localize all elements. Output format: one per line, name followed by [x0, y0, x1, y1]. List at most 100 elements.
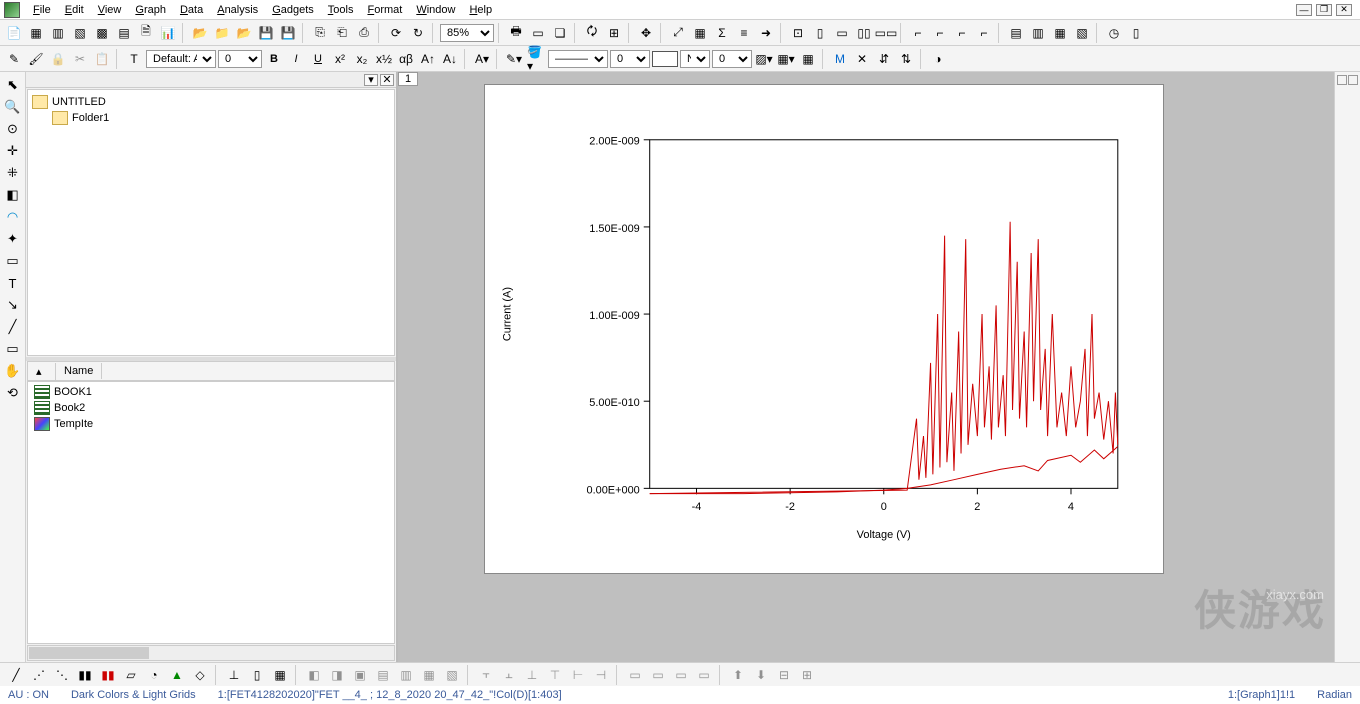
menu-view[interactable]: View — [91, 2, 129, 18]
mask-1-icon[interactable]: ◧ — [304, 665, 324, 685]
axis-log-icon[interactable]: ⌐ — [930, 23, 950, 43]
area-plot-icon[interactable]: ▱ — [121, 665, 141, 685]
new-notes-icon[interactable]: 🗎 — [136, 23, 156, 43]
grid-1-icon[interactable]: ▤ — [1006, 23, 1026, 43]
close-button[interactable]: ✕ — [1336, 4, 1352, 16]
menu-analysis[interactable]: Analysis — [210, 2, 265, 18]
roi-tool-icon[interactable]: ▭ — [4, 252, 22, 270]
hatch-1-icon[interactable]: ▨▾ — [754, 49, 774, 69]
align-3-icon[interactable]: ⊥ — [522, 665, 542, 685]
template-icon[interactable]: ▦ — [270, 665, 290, 685]
font-select[interactable]: Default: A — [146, 50, 216, 68]
list-item[interactable]: TempIte — [30, 416, 392, 432]
ungroup-icon[interactable]: ⊟ — [774, 665, 794, 685]
row-stats-icon[interactable]: ≡ — [734, 23, 754, 43]
grid-4-icon[interactable]: ▧ — [1072, 23, 1092, 43]
text-tool-icon[interactable]: T — [4, 274, 22, 292]
greek-button[interactable]: αβ — [396, 49, 416, 69]
import-single-icon[interactable]: ⎗ — [332, 23, 352, 43]
new-layout-icon[interactable]: ▤ — [114, 23, 134, 43]
region-tool-icon[interactable]: ◠ — [4, 208, 22, 226]
font-color-button[interactable]: A▾ — [472, 49, 492, 69]
pan-tool-icon[interactable]: ✋ — [4, 362, 22, 380]
group-2-icon[interactable]: ▭ — [648, 665, 668, 685]
col-sort[interactable]: ▴ — [28, 363, 56, 380]
axis-top-icon[interactable]: ⌐ — [952, 23, 972, 43]
layer-tab[interactable]: 1 — [398, 72, 418, 86]
column-plot-icon[interactable]: ▮▮ — [75, 665, 95, 685]
menu-window[interactable]: Window — [409, 2, 462, 18]
import-wizard-icon[interactable]: ⎘ — [310, 23, 330, 43]
front-icon[interactable]: ⬆ — [728, 665, 748, 685]
h-scrollbar[interactable] — [27, 645, 395, 661]
new-excel-icon[interactable]: ▥ — [48, 23, 68, 43]
new-workbook-icon[interactable]: ▦ — [26, 23, 46, 43]
reader-tool-icon[interactable]: ⊙ — [4, 120, 22, 138]
graph-page[interactable]: 0.00E+0005.00E-0101.00E-0091.50E-0092.00… — [484, 84, 1164, 574]
new-graph-icon[interactable]: ▧ — [70, 23, 90, 43]
scatter-plot-icon[interactable]: ⋰ — [29, 665, 49, 685]
mask-6-icon[interactable]: ▦ — [419, 665, 439, 685]
col-name[interactable]: Name — [56, 363, 102, 379]
bold-button[interactable]: B — [264, 49, 284, 69]
back-icon[interactable]: ⬇ — [751, 665, 771, 685]
pane-pin-icon[interactable]: ▾ — [364, 74, 378, 86]
grid-2-icon[interactable]: ▥ — [1028, 23, 1048, 43]
arrange-1-icon[interactable]: ⇵ — [874, 49, 894, 69]
layout-1-icon[interactable]: ▯ — [810, 23, 830, 43]
menu-graph[interactable]: Graph — [128, 2, 173, 18]
layout-3-icon[interactable]: ▯▯ — [854, 23, 874, 43]
project-list[interactable]: BOOK1Book2TempIte — [27, 381, 395, 644]
digitize-icon[interactable]: ✥ — [636, 23, 656, 43]
pointer-icon[interactable]: ✎ — [4, 49, 24, 69]
menu-file[interactable]: File — [26, 2, 58, 18]
stock-icon[interactable]: ⊥ — [224, 665, 244, 685]
menu-edit[interactable]: Edit — [58, 2, 91, 18]
align-6-icon[interactable]: ⊣ — [591, 665, 611, 685]
align-4-icon[interactable]: ⊤ — [545, 665, 565, 685]
subscript-button[interactable]: x₂ — [352, 49, 372, 69]
tree-folder[interactable]: Folder1 — [32, 110, 390, 126]
line-width-select[interactable]: 0 — [610, 50, 650, 68]
mask-3-icon[interactable]: ▣ — [350, 665, 370, 685]
group-1-icon[interactable]: ▭ — [625, 665, 645, 685]
screen-reader-icon[interactable]: ⊡ — [788, 23, 808, 43]
fill-color-button[interactable]: 🪣▾ — [526, 49, 546, 69]
font-size-select[interactable]: 0 — [218, 50, 262, 68]
arrange-2-icon[interactable]: ⇅ — [896, 49, 916, 69]
underline-button[interactable]: U — [308, 49, 328, 69]
bar-plot-icon[interactable]: ▮▮ — [98, 665, 118, 685]
transfer-icon[interactable]: ➜ — [756, 23, 776, 43]
window-duplicate-icon[interactable]: ▦ — [690, 23, 710, 43]
superscript-button[interactable]: x² — [330, 49, 350, 69]
minimize-button[interactable]: — — [1296, 4, 1312, 16]
antialias-icon[interactable]: ◑ — [928, 49, 948, 69]
zoom-select[interactable]: 85% — [440, 24, 494, 42]
line-plot-icon[interactable]: ╱ — [6, 665, 26, 685]
print-icon[interactable]: 🖶 — [506, 23, 526, 43]
recalc-icon[interactable]: ↻ — [408, 23, 428, 43]
draw-data-icon[interactable]: ✦ — [4, 230, 22, 248]
rescale-icon[interactable]: ⤢ — [668, 23, 688, 43]
new-project-icon[interactable]: 📄 — [4, 23, 24, 43]
list-item[interactable]: Book2 — [30, 400, 392, 416]
project-tree[interactable]: UNTITLED Folder1 — [27, 89, 395, 356]
layout-4-icon[interactable]: ▭▭ — [876, 23, 896, 43]
line-symbol-icon[interactable]: ⋱ — [52, 665, 72, 685]
fill-width-select[interactable]: 0 — [712, 50, 752, 68]
line-color-button[interactable]: ✎▾ — [504, 49, 524, 69]
refresh-icon[interactable]: 🗘 — [582, 23, 602, 43]
dock-close-icon[interactable] — [1348, 75, 1358, 85]
pane-close-icon[interactable]: ✕ — [380, 74, 394, 86]
new-matrix-icon[interactable]: ▩ — [92, 23, 112, 43]
menu-tools[interactable]: Tools — [321, 2, 361, 18]
decrease-font-icon[interactable]: A↓ — [440, 49, 460, 69]
axis-lin-icon[interactable]: ⌐ — [908, 23, 928, 43]
dock-pin-icon[interactable] — [1337, 75, 1347, 85]
batch-icon[interactable]: ⟳ — [386, 23, 406, 43]
rotate-tool-icon[interactable]: ⟲ — [4, 384, 22, 402]
lock-icon[interactable]: 🔒 — [48, 49, 68, 69]
col-stats-icon[interactable]: Σ — [712, 23, 732, 43]
sidebar-icon[interactable]: ▯ — [1126, 23, 1146, 43]
mask-7-icon[interactable]: ▧ — [442, 665, 462, 685]
